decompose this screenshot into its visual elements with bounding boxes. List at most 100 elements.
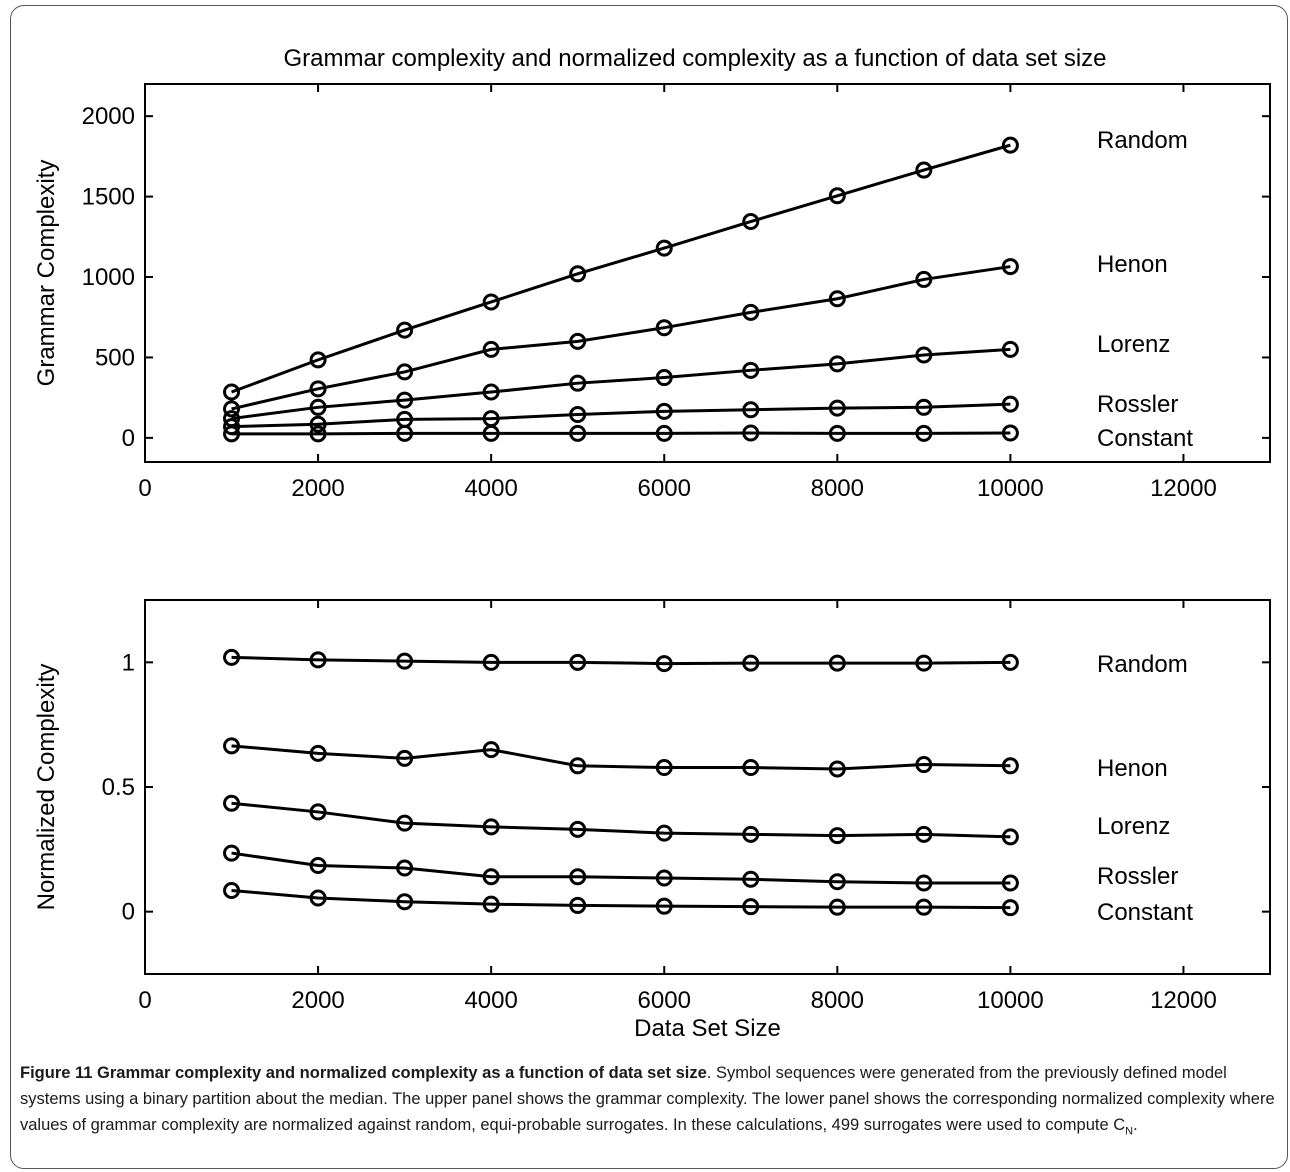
- x-tick-label: 4000: [464, 475, 517, 502]
- data-point: [396, 321, 414, 339]
- data-point: [569, 896, 587, 914]
- data-point: [309, 651, 327, 669]
- data-point: [915, 398, 933, 416]
- data-point: [655, 319, 673, 337]
- series-lorenz: [223, 794, 1019, 846]
- data-point: [569, 332, 587, 350]
- x-tick-label: 6000: [638, 475, 691, 502]
- data-point: [309, 398, 327, 416]
- data-point: [309, 351, 327, 369]
- data-point: [655, 402, 673, 420]
- series-label-henon: Henon: [1097, 251, 1168, 278]
- data-point: [915, 898, 933, 916]
- data-point: [742, 424, 760, 442]
- chart-title: Grammar complexity and normalized comple…: [283, 45, 1106, 72]
- data-point: [223, 425, 241, 443]
- data-point: [396, 814, 414, 832]
- series-line: [231, 265, 1011, 411]
- data-point: [915, 161, 933, 179]
- x-tick-label: 0: [138, 475, 151, 502]
- data-point: [655, 824, 673, 842]
- data-point: [915, 825, 933, 843]
- data-point: [569, 820, 587, 838]
- data-point: [828, 898, 846, 916]
- data-point: [655, 369, 673, 387]
- data-point: [915, 654, 933, 672]
- series-label-henon: Henon: [1097, 755, 1168, 782]
- data-point: [223, 794, 241, 812]
- data-point: [223, 383, 241, 401]
- data-point: [1001, 757, 1019, 775]
- series-henon: [223, 258, 1019, 418]
- data-point: [828, 827, 846, 845]
- series-random: [223, 648, 1019, 673]
- data-point: [482, 895, 500, 913]
- data-point: [309, 415, 327, 433]
- data-point: [482, 868, 500, 886]
- x-axis-label: Data Set Size: [634, 1015, 781, 1042]
- data-point: [1001, 395, 1019, 413]
- data-point: [482, 653, 500, 671]
- data-point: [223, 881, 241, 899]
- data-point: [828, 290, 846, 308]
- y-tick-label: 0.5: [102, 774, 135, 801]
- data-point: [828, 399, 846, 417]
- caption-end: .: [1133, 1116, 1138, 1134]
- data-point: [1001, 828, 1019, 846]
- series-line: [231, 888, 1011, 910]
- series-random: [223, 136, 1019, 401]
- data-point: [396, 749, 414, 767]
- upper-panel-grammar-complexity: 0 2000 4000 6000 8000 10000 12000 0 500 1000 1500 2…: [33, 83, 1271, 502]
- data-point: [396, 424, 414, 442]
- y-tick-label: 0: [122, 425, 135, 452]
- data-point: [915, 874, 933, 892]
- series-henon: [223, 737, 1019, 778]
- x-tick-label: 12000: [1150, 475, 1217, 502]
- series-label-constant: Constant: [1097, 899, 1193, 926]
- y-tick-label: 2000: [82, 103, 135, 130]
- caption-label: Figure 11 Grammar complexity and normali…: [20, 1064, 707, 1082]
- data-point: [742, 361, 760, 379]
- series-constant: [223, 881, 1019, 917]
- y-tick-label: 0: [122, 899, 135, 926]
- data-point: [915, 424, 933, 442]
- x-tick-label: 10000: [977, 987, 1044, 1014]
- caption-text: . Symbol sequences were generated from t…: [20, 1064, 1275, 1134]
- data-point: [309, 889, 327, 907]
- data-point: [569, 424, 587, 442]
- caption-subscript: N: [1125, 1125, 1134, 1138]
- series-constant: [223, 424, 1019, 443]
- data-point: [396, 363, 414, 381]
- data-point: [569, 868, 587, 886]
- data-point: [655, 424, 673, 442]
- data-point: [742, 870, 760, 888]
- x-tick-label: 4000: [464, 987, 517, 1014]
- series-line: [231, 347, 1011, 421]
- data-point: [309, 425, 327, 443]
- data-point: [223, 400, 241, 418]
- y-tick-label: 500: [95, 344, 135, 371]
- data-point: [482, 293, 500, 311]
- data-point: [1001, 424, 1019, 442]
- data-point: [482, 340, 500, 358]
- series-line: [231, 744, 1011, 771]
- series-label-random: Random: [1097, 651, 1188, 678]
- data-point: [482, 424, 500, 442]
- data-point: [828, 187, 846, 205]
- x-tick-label: 8000: [811, 987, 864, 1014]
- lower-panel-normalized-complexity: 0 2000 4000 6000 8000 10000 12000 0 0.5 1 Normaliz…: [33, 599, 1271, 1042]
- data-point: [655, 897, 673, 915]
- data-point: [915, 346, 933, 364]
- series-line: [231, 801, 1011, 839]
- series-label-lorenz: Lorenz: [1097, 813, 1170, 840]
- data-point: [655, 239, 673, 257]
- data-point: [1001, 258, 1019, 276]
- data-point: [915, 756, 933, 774]
- series-label-constant: Constant: [1097, 425, 1193, 452]
- data-point: [828, 355, 846, 373]
- series-line: [231, 851, 1011, 885]
- series-label-rossler: Rossler: [1097, 391, 1178, 418]
- x-tick-label: 2000: [291, 987, 344, 1014]
- data-point: [309, 803, 327, 821]
- series-label-rossler: Rossler: [1097, 863, 1178, 890]
